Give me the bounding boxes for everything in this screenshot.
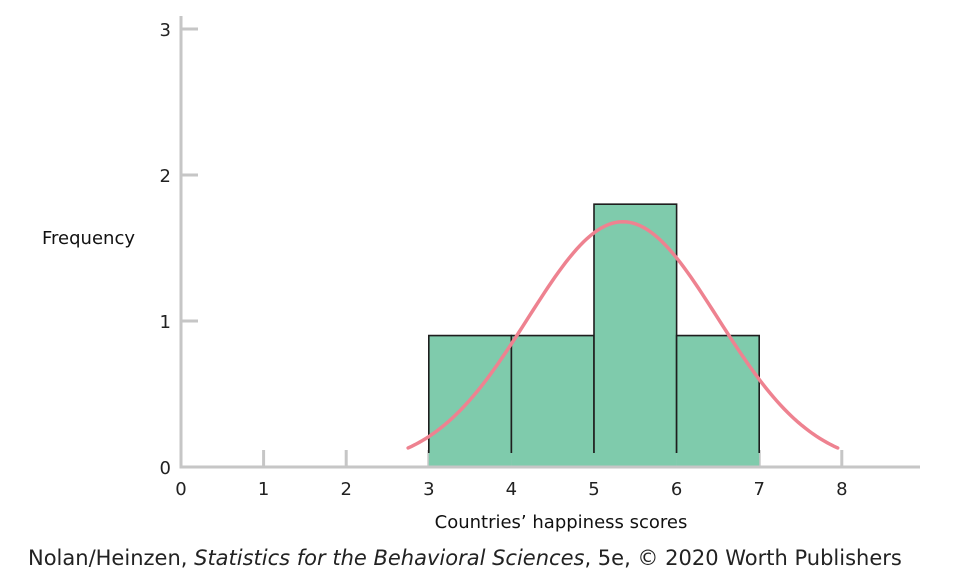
x-axis-ticks: 0 1 2 3 4 5 6 7 8 xyxy=(175,450,848,500)
histogram-bar xyxy=(511,335,594,467)
x-axis-title: Countries’ happiness scores xyxy=(435,512,688,533)
histogram-chart: 0 1 2 3 0 1 2 3 4 5 6 7 8 Frequency Countries’ happ… xyxy=(42,16,920,533)
y-tick-label: 1 xyxy=(160,312,171,333)
x-tick-label: 4 xyxy=(506,479,517,500)
x-tick-label: 7 xyxy=(753,479,764,500)
normal-curve xyxy=(406,219,840,450)
histogram-bar xyxy=(594,204,677,467)
histogram-bars xyxy=(428,203,760,467)
histogram-bar-outline xyxy=(593,203,678,453)
histogram-bar-outline xyxy=(675,334,760,453)
source-credit: Nolan/Heinzen, Statistics for the Behavi… xyxy=(28,546,902,570)
x-tick-label: 0 xyxy=(175,479,186,500)
histogram-bar xyxy=(676,335,760,467)
x-tick-label: 8 xyxy=(836,479,847,500)
credit-authors: Nolan/Heinzen, xyxy=(28,546,195,570)
y-axis-title: Frequency xyxy=(42,228,135,249)
credit-publisher: , 5e, © 2020 Worth Publishers xyxy=(584,546,902,570)
x-tick-label: 1 xyxy=(258,479,269,500)
x-tick-label: 6 xyxy=(671,479,682,500)
y-axis-ticks: 0 1 2 3 xyxy=(160,20,198,479)
credit-book-title: Statistics for the Behavioral Sciences xyxy=(194,546,585,570)
y-tick-label: 2 xyxy=(160,166,171,187)
x-tick-label: 3 xyxy=(423,479,434,500)
x-tick-label: 5 xyxy=(588,479,599,500)
x-tick-label: 2 xyxy=(340,479,351,500)
y-tick-label: 0 xyxy=(160,458,171,479)
y-tick-label: 3 xyxy=(160,20,171,41)
